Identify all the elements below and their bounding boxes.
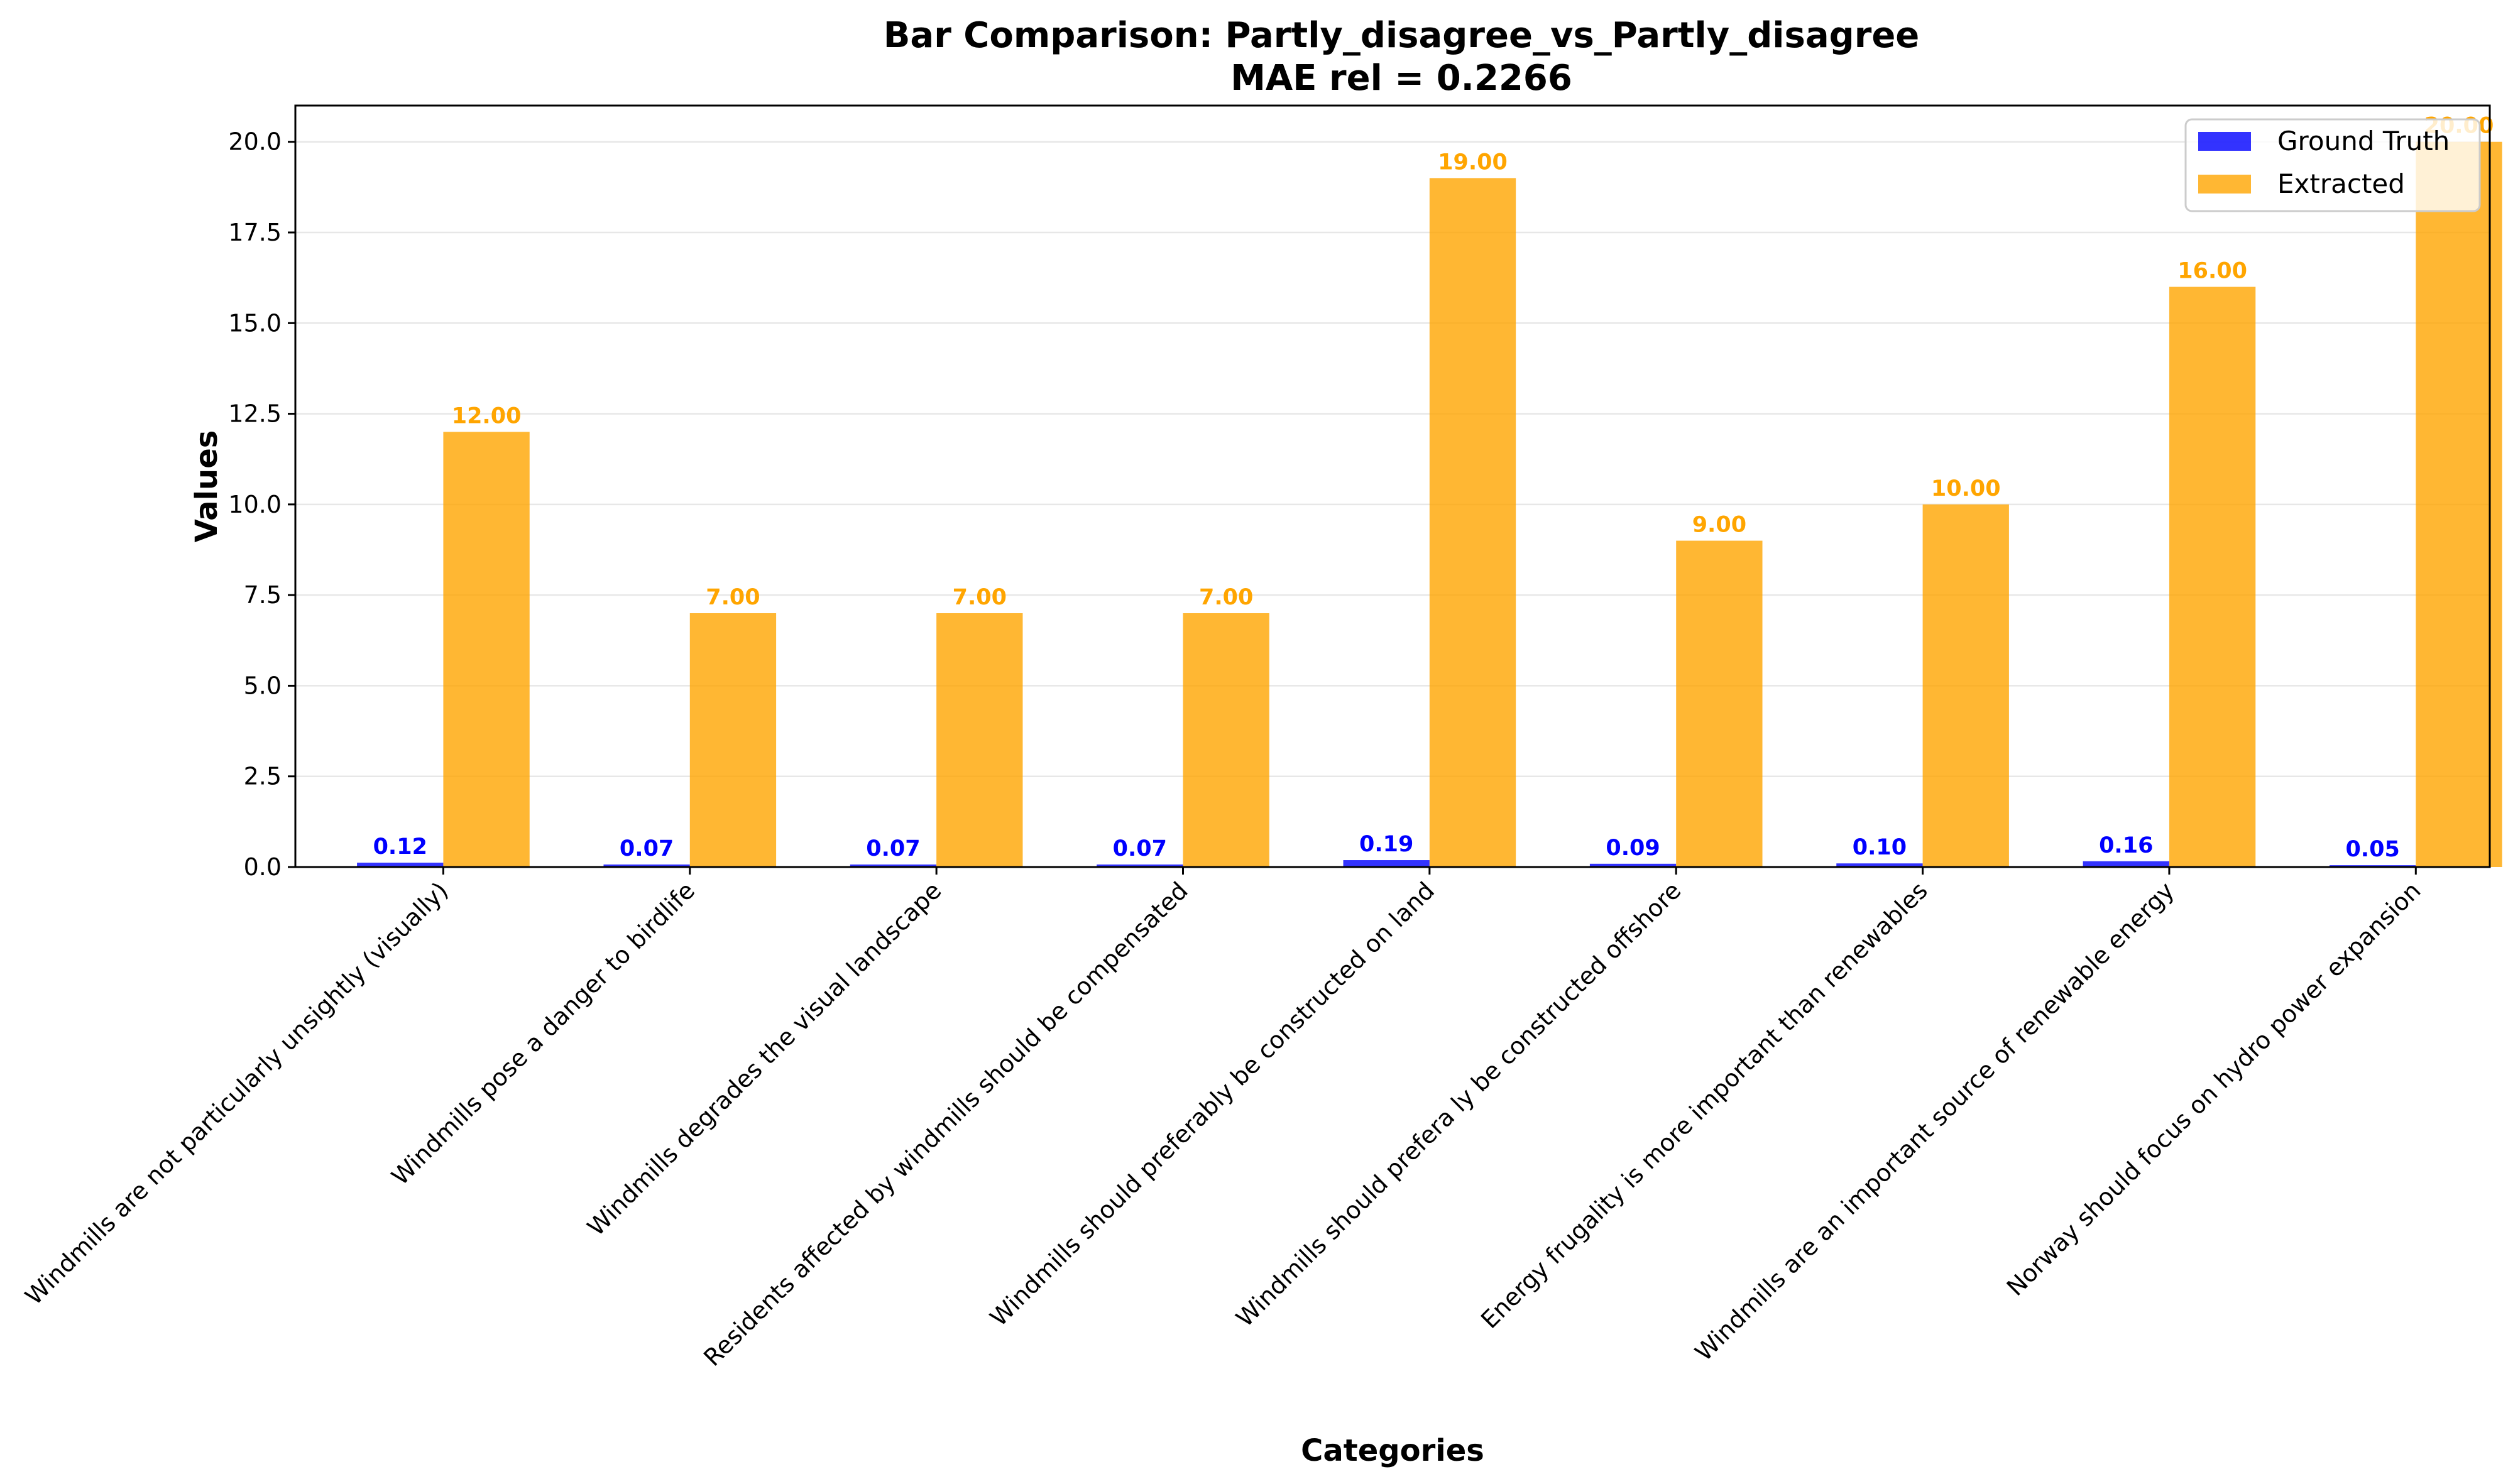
x-tick-label: Windmills should preferably be construct…	[985, 876, 1440, 1331]
bar-value-label: 19.00	[1438, 150, 1508, 175]
bar-value-label: 12.00	[452, 403, 522, 428]
bar-extracted	[1922, 504, 2009, 867]
legend-box	[2184, 118, 2481, 212]
x-tick-label: Energy frugality is more important than …	[1476, 876, 1933, 1334]
x-tick-label: Windmills pose a danger to birdlife	[386, 876, 700, 1191]
bar-extracted	[1676, 540, 1763, 867]
y-tick-label: 10.0	[228, 491, 282, 518]
bar-value-label: 0.07	[866, 836, 920, 861]
bar-ground-truth	[603, 864, 690, 867]
bar-ground-truth	[1836, 863, 1923, 867]
bar-value-label: 0.05	[2345, 837, 2399, 862]
bar-value-label: 0.09	[1606, 836, 1660, 861]
bar-extracted	[443, 432, 530, 867]
x-axis: Windmills are not particularly unsightly…	[20, 867, 2426, 1372]
y-tick-label: 15.0	[228, 309, 282, 337]
x-tick-label: Windmills are an important source of ren…	[1690, 876, 2180, 1367]
bar-value-label: 10.00	[1931, 476, 2001, 501]
legend-label: Extracted	[2277, 168, 2405, 199]
legend-swatch	[2198, 132, 2251, 151]
bar-ground-truth	[1097, 864, 1183, 867]
bar-value-label: 0.12	[373, 834, 427, 859]
bar-ground-truth	[1343, 860, 1430, 867]
y-axis: 0.0 2.5 5.0 7.5 10.0 12.5 15.0 17.5 20.0	[228, 128, 295, 881]
bar-ground-truth	[850, 864, 937, 867]
bar-value-label: 7.00	[706, 585, 760, 610]
bar-extracted	[936, 613, 1023, 867]
x-axis-label: Categories	[1301, 1433, 1484, 1468]
x-tick-label: Windmills are not particularly unsightly…	[20, 876, 454, 1310]
y-tick-label: 2.5	[244, 763, 282, 790]
bar-labels-group: 0.12 12.00 0.07 7.00 0.07 7.00 0.07 7.00 0.19 19.…	[373, 114, 2494, 862]
legend: Ground Truth Extracted	[2184, 118, 2481, 212]
bar-extracted	[689, 613, 777, 867]
plot-frame	[294, 104, 2491, 868]
y-tick-label: 7.5	[244, 581, 282, 609]
y-tick-label: 20.0	[228, 128, 282, 156]
grid-lines	[295, 141, 2490, 868]
bar-value-label: 0.19	[1359, 832, 1413, 857]
bar-extracted	[2416, 141, 2502, 868]
chart-title: Bar Comparison: Partly_disagree_vs_Partl…	[884, 15, 1920, 56]
bar-ground-truth	[1589, 863, 1677, 867]
bar-value-label: 7.00	[953, 585, 1007, 610]
bar-extracted	[2169, 286, 2256, 868]
y-axis-label: Values	[189, 430, 224, 543]
bar-extracted	[1183, 613, 1269, 867]
y-tick-label: 5.0	[244, 672, 282, 699]
bar-value-label: 0.16	[2099, 833, 2153, 858]
bar-ground-truth	[357, 863, 444, 867]
bar-value-label: 0.07	[620, 836, 674, 861]
x-tick-label: Residents affected by windmills should b…	[698, 876, 1193, 1372]
bar-value-label: 16.00	[2177, 259, 2247, 284]
bar-extracted	[1429, 178, 1516, 867]
bar-value-label: 0.07	[1113, 836, 1167, 861]
bar-value-label: 0.10	[1853, 835, 1907, 860]
y-tick-label: 0.0	[244, 853, 282, 881]
bars-group	[357, 141, 2502, 868]
bar-value-label: 7.00	[1199, 585, 1253, 610]
y-tick-label: 12.5	[228, 400, 282, 428]
legend-label: Ground Truth	[2277, 126, 2450, 156]
legend-swatch	[2198, 175, 2251, 194]
bar-value-label: 9.00	[1692, 513, 1746, 538]
x-tick-label: Norway should focus on hydro power expan…	[2001, 876, 2426, 1301]
chart-subtitle: MAE rel = 0.2266	[1230, 58, 1572, 99]
y-tick-label: 17.5	[228, 219, 282, 246]
bar-ground-truth	[2083, 861, 2169, 867]
x-tick-label: Windmills should prefera ly be construct…	[1230, 876, 1686, 1332]
